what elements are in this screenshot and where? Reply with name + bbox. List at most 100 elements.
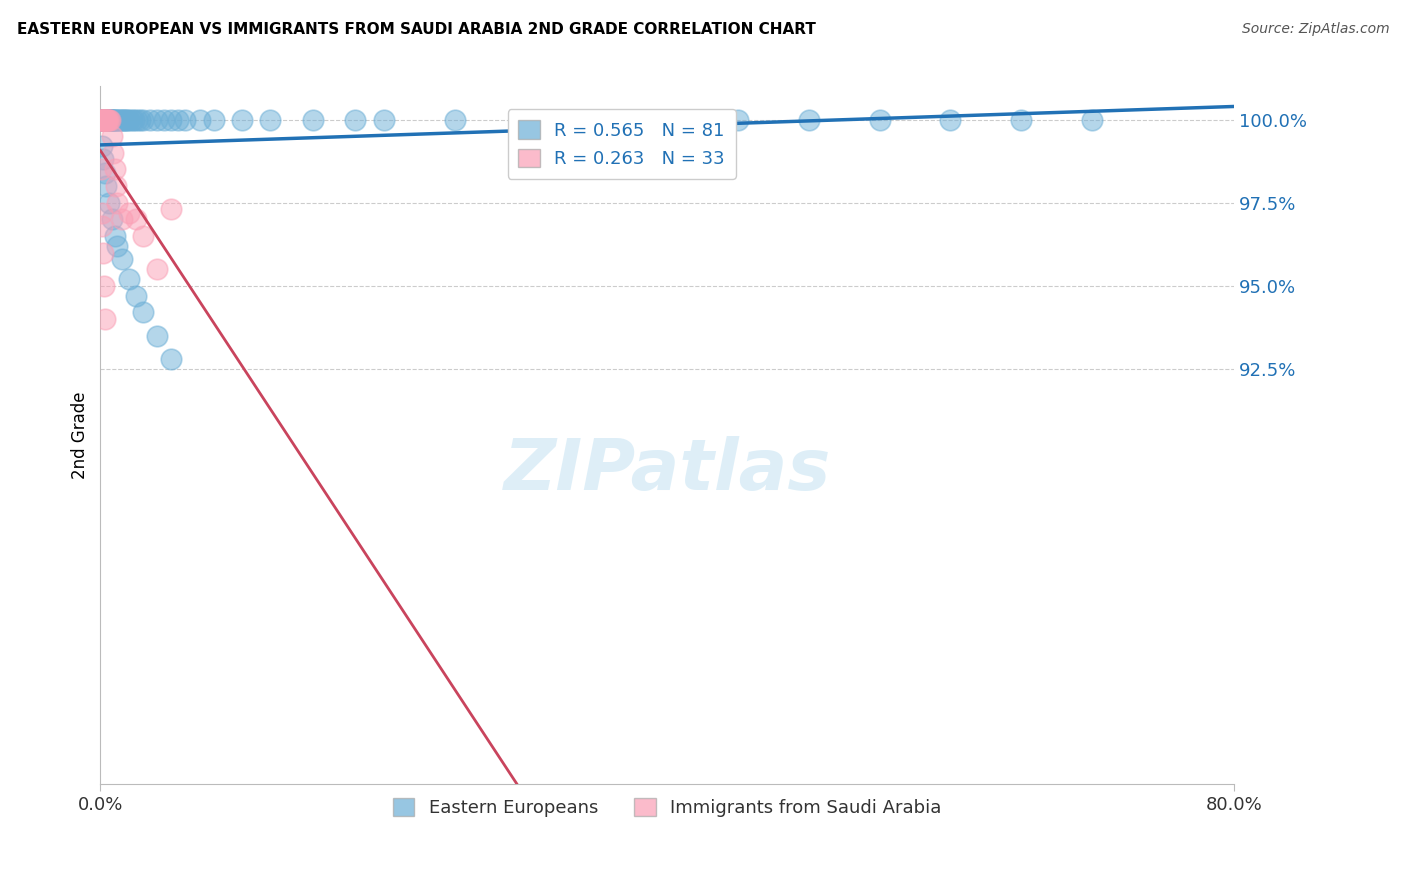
Point: [94, 112, 117, 127]
Point: [91, 219, 114, 233]
Point: [90, 112, 112, 127]
Point: [105, 239, 128, 253]
Point: [94, 179, 117, 194]
Point: [302, 112, 325, 127]
Point: [91, 112, 114, 127]
Point: [146, 112, 169, 127]
Point: [96, 112, 118, 127]
Point: [94, 112, 117, 127]
Point: [132, 229, 155, 244]
Point: [104, 179, 127, 194]
Point: [167, 112, 190, 127]
Point: [91, 205, 114, 219]
Point: [127, 112, 149, 127]
Point: [132, 112, 155, 127]
Point: [139, 112, 162, 127]
Point: [91, 112, 114, 127]
Point: [104, 112, 127, 127]
Text: ZIPatlas: ZIPatlas: [503, 436, 831, 505]
Point: [585, 112, 607, 127]
Point: [344, 112, 367, 127]
Point: [121, 112, 143, 127]
Point: [94, 112, 117, 127]
Y-axis label: 2nd Grade: 2nd Grade: [72, 392, 89, 479]
Point: [90, 139, 112, 153]
Point: [97, 112, 120, 127]
Text: Source: ZipAtlas.com: Source: ZipAtlas.com: [1241, 22, 1389, 37]
Point: [98, 112, 121, 127]
Point: [90, 112, 112, 127]
Point: [90, 112, 112, 127]
Point: [93, 166, 115, 180]
Point: [188, 112, 211, 127]
Point: [515, 112, 537, 127]
Point: [110, 252, 132, 267]
Point: [117, 112, 139, 127]
Point: [96, 112, 118, 127]
Point: [97, 112, 120, 127]
Point: [114, 112, 136, 127]
Point: [93, 312, 115, 326]
Point: [94, 112, 117, 127]
Point: [97, 112, 120, 127]
Point: [100, 129, 122, 144]
Point: [90, 112, 112, 127]
Point: [100, 212, 122, 227]
Point: [132, 305, 155, 319]
Point: [93, 112, 115, 127]
Point: [90, 112, 112, 127]
Point: [98, 112, 121, 127]
Point: [110, 112, 132, 127]
Point: [93, 112, 115, 127]
Point: [231, 112, 253, 127]
Point: [98, 112, 121, 127]
Point: [110, 212, 132, 227]
Point: [96, 112, 118, 127]
Point: [93, 278, 115, 293]
Point: [101, 112, 124, 127]
Point: [103, 112, 125, 127]
Point: [153, 112, 176, 127]
Point: [101, 145, 124, 160]
Point: [91, 245, 114, 260]
Point: [727, 112, 749, 127]
Point: [93, 112, 115, 127]
Point: [1081, 112, 1104, 127]
Point: [146, 262, 169, 277]
Point: [90, 112, 112, 127]
Point: [655, 112, 678, 127]
Point: [125, 212, 148, 227]
Point: [93, 112, 115, 127]
Point: [93, 112, 115, 127]
Point: [91, 112, 114, 127]
Point: [108, 112, 131, 127]
Point: [91, 112, 114, 127]
Point: [443, 112, 465, 127]
Point: [105, 112, 128, 127]
Point: [101, 112, 124, 127]
Point: [111, 112, 134, 127]
Point: [129, 112, 152, 127]
Point: [124, 112, 146, 127]
Point: [90, 162, 112, 177]
Point: [97, 112, 120, 127]
Point: [797, 112, 820, 127]
Point: [160, 202, 183, 217]
Point: [1010, 112, 1032, 127]
Point: [103, 112, 125, 127]
Point: [174, 112, 197, 127]
Point: [107, 112, 129, 127]
Point: [97, 195, 120, 210]
Point: [91, 153, 114, 167]
Point: [91, 112, 114, 127]
Point: [125, 289, 148, 303]
Point: [93, 112, 115, 127]
Point: [939, 112, 962, 127]
Point: [373, 112, 395, 127]
Point: [96, 112, 118, 127]
Point: [160, 112, 183, 127]
Text: EASTERN EUROPEAN VS IMMIGRANTS FROM SAUDI ARABIA 2ND GRADE CORRELATION CHART: EASTERN EUROPEAN VS IMMIGRANTS FROM SAUD…: [17, 22, 815, 37]
Point: [869, 112, 891, 127]
Point: [259, 112, 281, 127]
Point: [91, 112, 114, 127]
